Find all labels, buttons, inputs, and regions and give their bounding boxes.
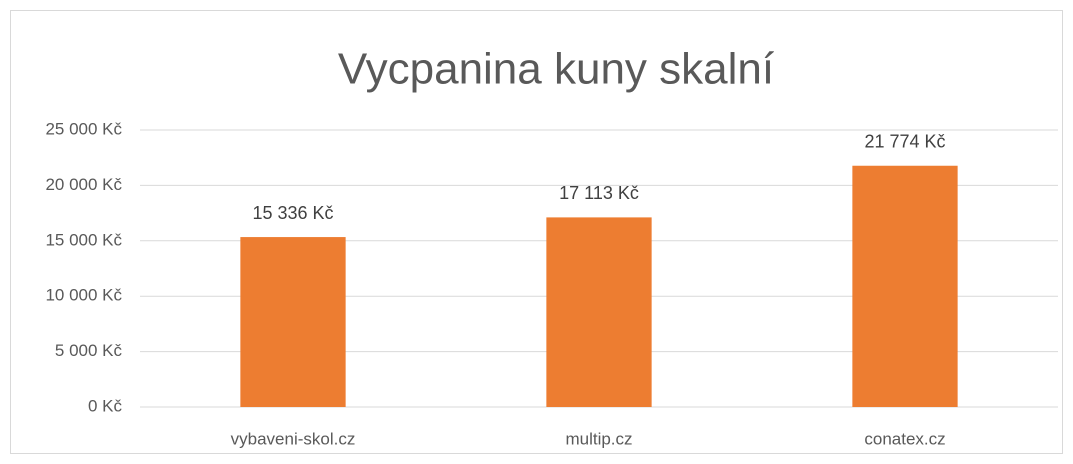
x-tick-label: multip.cz — [565, 429, 632, 448]
y-tick-label: 20 000 Kč — [45, 175, 122, 194]
value-label: 21 774 Kč — [864, 131, 945, 151]
value-label: 17 113 Kč — [559, 183, 639, 203]
chart-title: Vycpanina kuny skalní — [338, 45, 775, 94]
x-tick-label: conatex.cz — [864, 429, 945, 448]
y-tick-label: 5 000 Kč — [55, 341, 123, 360]
y-tick-label: 10 000 Kč — [45, 286, 122, 305]
bar — [852, 165, 958, 407]
x-tick-label: vybaveni-skol.cz — [231, 429, 356, 448]
y-tick-label: 25 000 Kč — [45, 119, 122, 138]
y-tick-label: 15 000 Kč — [45, 230, 122, 249]
bar — [546, 217, 652, 407]
y-tick-label: 0 Kč — [88, 396, 123, 415]
value-label: 15 336 Kč — [252, 203, 333, 223]
bar — [240, 237, 346, 407]
